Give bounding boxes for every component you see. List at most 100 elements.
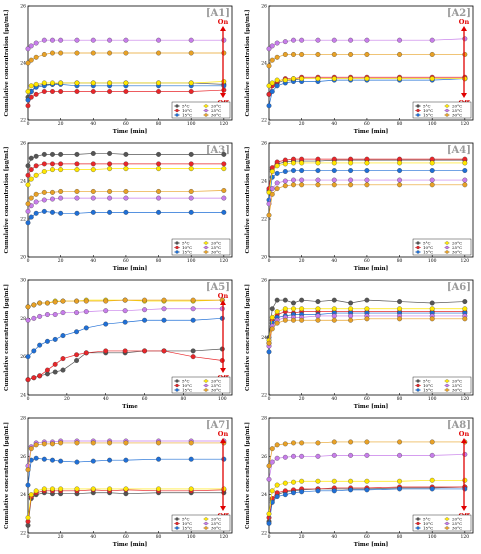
y-tick-label: 24: [261, 335, 267, 341]
series-point-4: [41, 197, 47, 203]
series-point-5: [156, 189, 162, 194]
x-tick-label: 100: [428, 534, 437, 540]
series-point-5: [25, 60, 31, 66]
x-tick-label: 80: [156, 534, 162, 540]
legend-marker: [445, 104, 449, 108]
series-point-4: [28, 43, 34, 49]
x-tick-label: 120: [461, 396, 470, 402]
series-point-4: [156, 37, 162, 43]
series-point-4: [315, 177, 321, 183]
series-point-5: [462, 52, 468, 57]
series-point-4: [331, 313, 337, 319]
series-point-3: [315, 478, 321, 484]
series-point-2: [266, 103, 272, 109]
series-point-2: [50, 457, 55, 463]
series-point-4: [315, 453, 321, 459]
series-point-4: [74, 310, 80, 316]
legend-marker: [416, 108, 420, 113]
series-point-5: [50, 189, 55, 195]
series-point-5: [315, 52, 321, 57]
series-point-2: [266, 349, 272, 355]
series-point-4: [188, 195, 194, 201]
series-point-2: [107, 457, 113, 463]
legend-label: 15°C: [182, 112, 192, 117]
series-point-5: [74, 440, 80, 446]
series-point-3: [266, 511, 272, 517]
legend-label: 15°C: [423, 112, 433, 117]
series-point-5: [50, 441, 55, 447]
series-point-5: [107, 50, 113, 56]
x-tick-label: 100: [187, 258, 196, 264]
y-tick-label: 24: [20, 61, 26, 67]
panel-1: 0 20 40 60 80 100 120 22 24 26 Time [min] Cumulativ…: [4, 4, 233, 135]
series-point-0: [188, 151, 194, 157]
series-point-3: [331, 76, 337, 82]
legend-marker: [416, 526, 420, 530]
x-tick-label: 0: [268, 121, 271, 127]
series-point-4: [348, 313, 354, 319]
series-point-1: [188, 89, 194, 94]
x-tick-label: 60: [142, 396, 148, 402]
series-point-4: [348, 37, 354, 43]
series-point-4: [269, 186, 275, 192]
series-point-3: [364, 76, 370, 82]
series-point-2: [41, 456, 47, 462]
y-tick-label: 30: [20, 278, 26, 284]
series-point-0: [156, 151, 162, 157]
legend-label: 20°C: [452, 240, 462, 245]
x-tick-label: 100: [187, 121, 196, 127]
legend-label: 10°C: [182, 383, 192, 388]
x-tick-label: 20: [58, 258, 64, 264]
series-point-5: [364, 52, 370, 57]
series-point-1: [74, 161, 80, 167]
series-point-4: [221, 195, 227, 201]
y-tick-label: 20: [20, 255, 26, 261]
series-point-3: [331, 306, 337, 312]
series-point-4: [41, 37, 47, 43]
y-tick-label: 20: [261, 255, 267, 261]
series-point-2: [41, 208, 47, 214]
x-tick-label: 40: [90, 121, 96, 127]
y-tick-label: 26: [261, 454, 267, 460]
series-point-5: [269, 446, 275, 452]
series-point-2: [429, 486, 435, 492]
series-point-1: [37, 373, 43, 379]
series-point-5: [188, 189, 194, 194]
series-point-2: [44, 338, 50, 344]
series-point-1: [219, 358, 225, 363]
legend-marker: [416, 241, 420, 245]
series-point-4: [33, 199, 39, 205]
series-point-2: [331, 488, 337, 494]
series-point-4: [50, 37, 55, 43]
series-point-3: [123, 80, 129, 86]
x-tick-label: 60: [364, 396, 370, 402]
series-point-5: [299, 317, 305, 323]
series-point-1: [31, 375, 37, 381]
series-point-4: [429, 37, 435, 43]
series-point-4: [291, 453, 296, 459]
series-point-5: [58, 50, 64, 56]
legend-label: 5°C: [423, 378, 431, 383]
y-tick-label: 26: [20, 4, 26, 10]
legend-marker: [175, 241, 179, 245]
series-point-2: [156, 209, 162, 215]
series-point-4: [282, 454, 288, 460]
series-point-1: [25, 172, 31, 178]
series-point-5: [315, 440, 321, 446]
series-point-1: [58, 161, 64, 167]
series-point-2: [74, 459, 80, 465]
series-point-1: [74, 352, 80, 358]
series-point-3: [429, 477, 435, 483]
series-point-2: [269, 89, 275, 94]
legend-marker: [416, 517, 420, 521]
series-point-5: [107, 440, 113, 446]
x-tick-label: 120: [461, 121, 470, 127]
series-point-2: [315, 168, 321, 173]
series-point-5: [37, 300, 43, 306]
series-point-0: [74, 358, 80, 363]
x-tick-label: 20: [64, 396, 70, 402]
series-point-0: [274, 297, 280, 303]
series-point-5: [331, 52, 337, 57]
legend-label: 20°C: [452, 103, 462, 108]
series-point-3: [123, 166, 129, 172]
